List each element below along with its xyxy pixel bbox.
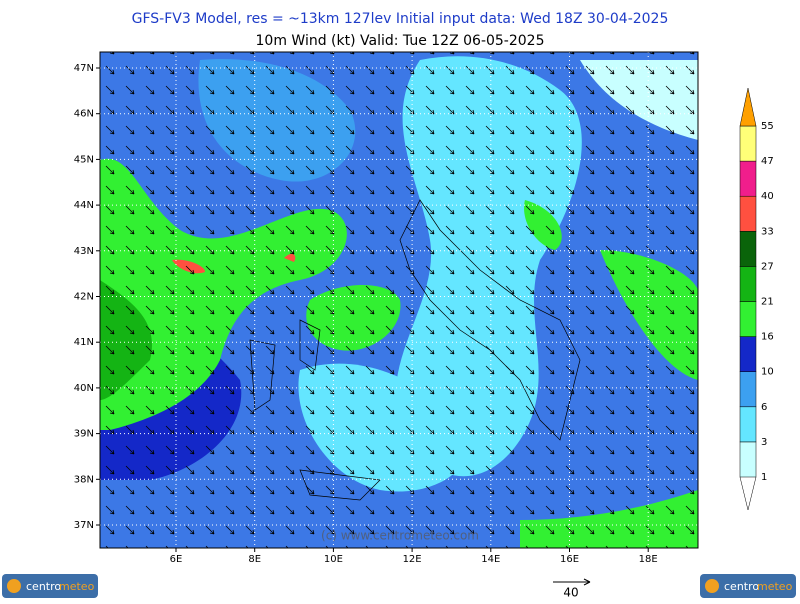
lat-label: 40N bbox=[74, 383, 94, 394]
colorbar-segment bbox=[739, 231, 757, 267]
lat-label: 39N bbox=[74, 429, 94, 440]
logo-text-a: centro bbox=[26, 580, 61, 593]
colorbar-segment bbox=[739, 125, 757, 162]
map-frame bbox=[99, 51, 699, 549]
colorbar: 1 3 6 10 16 21 27 33 40 47 55 bbox=[739, 87, 774, 511]
title: GFS-FV3 Model, res = ~13km 127lev Initia… bbox=[132, 11, 669, 27]
colorbar-top bbox=[739, 87, 757, 127]
lat-label: 42N bbox=[74, 292, 94, 303]
colorbar-label: 1 bbox=[761, 472, 767, 483]
lat-label: 44N bbox=[74, 200, 94, 211]
colorbar-segment bbox=[739, 441, 757, 478]
colorbar-label: 10 bbox=[761, 367, 774, 378]
colorbar-segment bbox=[739, 195, 757, 232]
wind-field bbox=[100, 52, 698, 548]
colorbar-label: 3 bbox=[761, 437, 767, 448]
watermark: (c) www.centrometeo.com bbox=[321, 529, 479, 543]
logo-box bbox=[700, 574, 796, 598]
colorbar-segment bbox=[739, 371, 757, 408]
lat-label: 37N bbox=[74, 520, 94, 531]
colorbar-segment bbox=[739, 406, 757, 443]
lon-label: 14E bbox=[481, 554, 500, 565]
lon-label: 18E bbox=[639, 554, 658, 565]
subtitle: 10m Wind (kt) Valid: Tue 12Z 06-05-2025 bbox=[256, 33, 545, 49]
lon-label: 16E bbox=[560, 554, 579, 565]
logo-box bbox=[2, 574, 98, 598]
logo-text-b: meteo bbox=[757, 580, 793, 593]
colorbar-segment bbox=[739, 266, 757, 302]
colorbar-label: 47 bbox=[761, 156, 774, 167]
reference-arrow bbox=[553, 578, 591, 586]
colorbar-label: 21 bbox=[761, 297, 774, 308]
lon-label: 12E bbox=[403, 554, 422, 565]
logo-text-a: centro bbox=[724, 580, 759, 593]
colorbar-label: 55 bbox=[761, 121, 774, 132]
colorbar-label: 33 bbox=[761, 226, 774, 237]
lat-label: 47N bbox=[74, 63, 94, 74]
logo: centro meteo bbox=[2, 574, 98, 598]
lon-label: 6E bbox=[170, 554, 183, 565]
lat-label: 45N bbox=[74, 154, 94, 165]
lat-label: 38N bbox=[74, 474, 94, 485]
lat-label: 46N bbox=[74, 109, 94, 120]
colorbar-tail bbox=[739, 476, 757, 511]
lat-label: 43N bbox=[74, 246, 94, 257]
graticule: 47N 46N 45N 44N 43N 42N 41N 40N 39N 38N 37N 6E 8E 10E… bbox=[74, 52, 698, 565]
colorbar-label: 40 bbox=[761, 191, 774, 202]
lon-label: 8E bbox=[248, 554, 261, 565]
colorbar-label: 27 bbox=[761, 261, 774, 272]
colorbar-label: 16 bbox=[761, 332, 774, 343]
colorbar-segment bbox=[739, 301, 757, 337]
logo: centro meteo bbox=[700, 574, 796, 598]
colorbar-label: 6 bbox=[761, 402, 767, 413]
reference-vector: 40 bbox=[553, 578, 591, 600]
logo-text-b: meteo bbox=[59, 580, 95, 593]
reference-label: 40 bbox=[563, 586, 578, 600]
colorbar-segment bbox=[739, 336, 757, 372]
wind-arrows bbox=[100, 52, 698, 548]
lon-label: 10E bbox=[324, 554, 343, 565]
logo-icon bbox=[705, 579, 719, 593]
colorbar-segment bbox=[739, 160, 757, 197]
logo-icon bbox=[7, 579, 21, 593]
lat-label: 41N bbox=[74, 337, 94, 348]
